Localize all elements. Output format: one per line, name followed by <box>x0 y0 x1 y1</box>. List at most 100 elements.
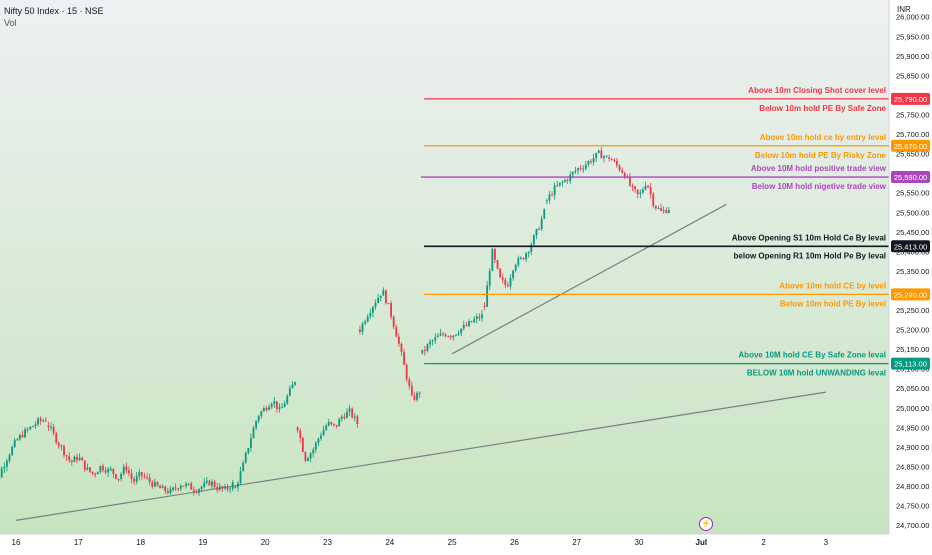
candle-body <box>406 365 408 380</box>
candle-body <box>325 425 327 429</box>
candle-body <box>554 186 556 196</box>
candle-body <box>549 195 551 201</box>
candle-body <box>136 476 138 481</box>
candle-body <box>432 341 434 342</box>
candle-body <box>229 489 231 490</box>
candle-body <box>81 458 83 461</box>
symbol-title[interactable]: Nifty 50 Index · 15 · NSE <box>4 5 104 17</box>
candle-body <box>416 393 418 400</box>
candle-body <box>299 430 301 438</box>
y-tick-label: 24,850.00 <box>896 462 929 471</box>
candle-body <box>305 452 307 461</box>
y-tick-label: 25,500.00 <box>896 208 929 217</box>
candle-body <box>216 487 218 490</box>
candle-body <box>546 200 548 201</box>
candle-body <box>55 433 57 443</box>
candle-body <box>1 469 3 478</box>
candle-body <box>377 298 379 303</box>
candle-body <box>403 352 405 365</box>
candle-body <box>328 422 330 425</box>
candle-body <box>504 280 506 285</box>
candle-body <box>27 429 29 430</box>
x-tick-label: 19 <box>198 538 207 547</box>
candle-body <box>115 474 117 479</box>
y-tick-label: 26,000.00 <box>896 13 929 22</box>
candle-body <box>497 260 499 269</box>
candle-body <box>502 277 504 279</box>
level-text-above: Above 10m hold CE by level <box>779 281 886 290</box>
candle-body <box>157 482 159 486</box>
candle-body <box>180 486 182 489</box>
candle-body <box>45 421 47 422</box>
candle-body <box>123 467 125 474</box>
candle-body <box>663 210 665 211</box>
candle-body <box>367 316 369 321</box>
candle-body <box>237 483 239 487</box>
candle-body <box>569 175 571 181</box>
candle-body <box>572 172 574 175</box>
candle-body <box>582 169 584 170</box>
x-tick-label: 24 <box>385 538 394 547</box>
candle-body <box>196 492 198 493</box>
candle-body <box>414 395 416 400</box>
candle-body <box>346 412 348 418</box>
y-tick-label: 25,050.00 <box>896 384 929 393</box>
candle-body <box>595 153 597 158</box>
candle-body <box>266 408 268 410</box>
price-badge-label: 25,413.00 <box>894 242 927 251</box>
candle-body <box>170 489 172 493</box>
candle-body <box>668 210 670 213</box>
candle-body <box>11 447 13 455</box>
level-text-above: Above 10M hold CE By Safe Zone leval <box>738 351 886 360</box>
candle-body <box>89 467 91 471</box>
candle-body <box>419 393 421 394</box>
candle-body <box>79 458 81 461</box>
candle-body <box>211 482 213 486</box>
candle-body <box>408 379 410 385</box>
candle-body <box>73 457 75 462</box>
currency-label[interactable]: INR <box>897 5 911 14</box>
y-tick-label: 24,950.00 <box>896 423 929 432</box>
volume-label[interactable]: Vol <box>4 17 104 29</box>
flash-icon[interactable]: ⚡ <box>699 517 713 531</box>
candle-body <box>193 490 195 492</box>
candle-body <box>24 429 26 437</box>
candle-body <box>118 479 120 480</box>
candle-body <box>302 438 304 452</box>
candle-body <box>120 474 122 479</box>
candle-body <box>388 303 390 304</box>
candle-body <box>338 419 340 426</box>
candle-body <box>102 466 104 470</box>
candle-body <box>556 185 558 186</box>
candle-body <box>71 460 73 462</box>
candle-body <box>94 474 96 475</box>
candle-body <box>99 466 101 472</box>
candle-body <box>494 249 496 260</box>
y-tick-label: 24,750.00 <box>896 502 929 511</box>
price-badge-label: 25,670.00 <box>894 142 927 151</box>
candle-body <box>245 453 247 463</box>
level-text-below: Below 10M hold nigetive trade view <box>752 182 887 191</box>
candle-body <box>650 187 652 194</box>
candle-body <box>50 427 52 428</box>
candle-body <box>284 404 286 408</box>
candle-body <box>533 235 535 244</box>
candle-body <box>247 448 249 453</box>
candle-body <box>271 404 273 407</box>
candle-body <box>107 469 109 473</box>
candle-body <box>22 435 24 437</box>
candle-body <box>234 487 236 488</box>
candle-body <box>536 229 538 235</box>
candle-body <box>58 443 60 446</box>
chart-header: Nifty 50 Index · 15 · NSE Vol <box>4 5 104 29</box>
price-badge-label: 25,790.00 <box>894 95 927 104</box>
candle-body <box>255 421 257 428</box>
candle-body <box>351 409 353 418</box>
x-tick-label: 25 <box>448 538 457 547</box>
candle-body <box>393 317 395 327</box>
x-tick-label: 16 <box>12 538 21 547</box>
candle-body <box>613 160 615 161</box>
candle-body <box>86 467 88 469</box>
